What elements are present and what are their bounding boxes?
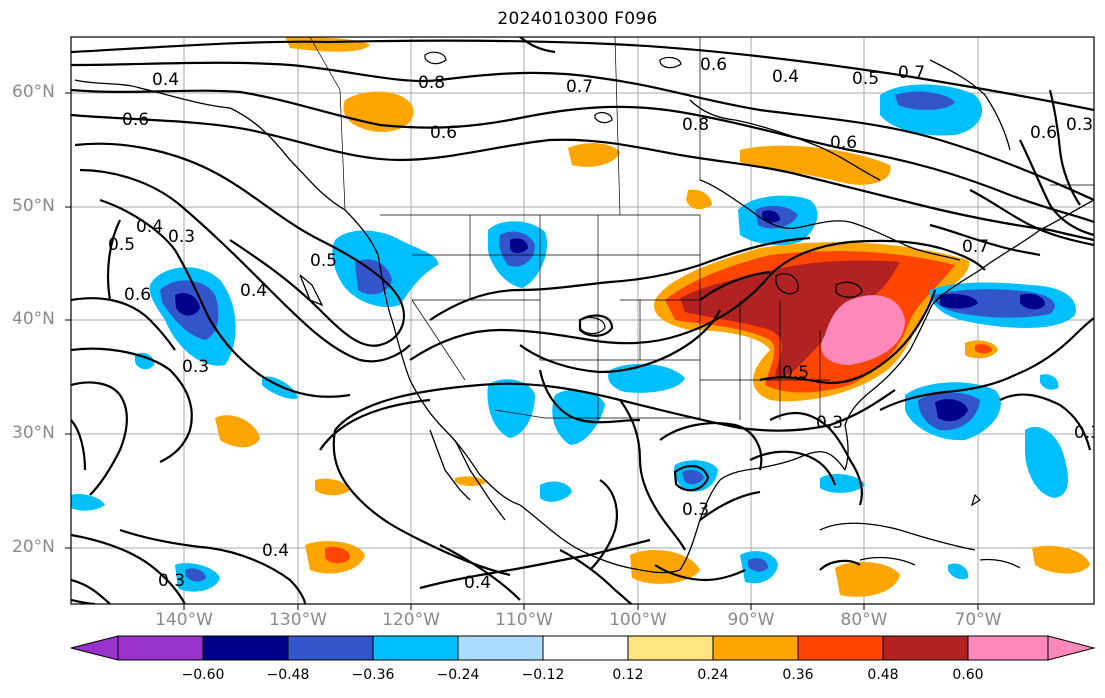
colorbar-tick-label: 0.36 bbox=[782, 667, 814, 683]
colorbar-bin bbox=[542, 635, 629, 661]
colorbar-bin bbox=[287, 635, 374, 661]
lat-label: 20°N bbox=[12, 537, 55, 557]
contour-label: 0.4 bbox=[262, 541, 289, 561]
colorbar-tick-label: 0.48 bbox=[867, 667, 899, 683]
lat-label: 40°N bbox=[12, 309, 55, 329]
contour-label: 0.3 bbox=[682, 500, 709, 520]
colorbar-extend-high bbox=[1047, 635, 1096, 661]
lon-label: 140°W bbox=[155, 610, 213, 630]
coastlines bbox=[74, 59, 1094, 574]
contour-label: 0.8 bbox=[418, 73, 445, 93]
colorbar-bin bbox=[797, 635, 884, 661]
contour-label: 0.3 bbox=[158, 571, 185, 591]
contour-label: 0.4 bbox=[772, 67, 799, 87]
contour-label: 0.6 bbox=[830, 133, 857, 153]
contour-labels: 0.8 0.7 0.8 0.6 0.4 0.5 0.7 0.6 0.6 0.6 … bbox=[108, 55, 1101, 593]
colorbar-bin bbox=[712, 635, 799, 661]
colorbar-tick-label: 0.60 bbox=[952, 667, 984, 683]
colorbar-bin bbox=[372, 635, 459, 661]
contour-label: 0.5 bbox=[782, 363, 809, 383]
contour-label: 0.6 bbox=[700, 55, 727, 75]
contour-label: 0.8 bbox=[682, 115, 709, 135]
colorbar-bin bbox=[967, 635, 1049, 661]
axis-ticks bbox=[65, 92, 979, 610]
lon-label: 100°W bbox=[609, 610, 667, 630]
lakes-islands bbox=[424, 51, 981, 507]
contour-label: 0.5 bbox=[108, 235, 135, 255]
contour-label: 0.3 bbox=[1066, 115, 1093, 135]
contour-label: 0.6 bbox=[430, 123, 457, 143]
colorbar-tick-label: −0.12 bbox=[521, 667, 565, 683]
contour-label: 0.4 bbox=[136, 217, 163, 237]
contour-label: 0.7 bbox=[898, 63, 925, 83]
colorbar-tick-label: 0.24 bbox=[697, 667, 729, 683]
political-borders bbox=[309, 37, 1094, 420]
lat-label: 30°N bbox=[12, 423, 55, 443]
contour-label: 0.7 bbox=[566, 77, 593, 97]
colorbar-tick-label: −0.60 bbox=[181, 667, 225, 683]
contour-lines bbox=[71, 37, 1094, 604]
contour-label: 0.5 bbox=[310, 251, 337, 271]
lon-label: 120°W bbox=[382, 610, 440, 630]
lon-label: 80°W bbox=[840, 610, 888, 630]
lon-label: 130°W bbox=[269, 610, 327, 630]
lon-label: 110°W bbox=[495, 610, 553, 630]
contour-label: 0.4 bbox=[152, 70, 179, 90]
colorbar-bin bbox=[117, 635, 204, 661]
colorbar-extend-low bbox=[70, 635, 119, 661]
colorbar-bin bbox=[882, 635, 969, 661]
contour-label: 0.6 bbox=[124, 285, 151, 305]
lat-label: 50°N bbox=[12, 196, 55, 216]
contour-label: 0.7 bbox=[962, 237, 989, 257]
map-title: 2024010300 F096 bbox=[497, 9, 658, 29]
contour-label: 0.3 bbox=[1074, 423, 1101, 443]
contour-label: 0.4 bbox=[464, 573, 491, 593]
contour-label: 0.6 bbox=[122, 110, 149, 130]
colorbar-bin bbox=[202, 635, 289, 661]
colorbar-tick-label: −0.48 bbox=[266, 667, 310, 683]
contour-label: 0.6 bbox=[1030, 123, 1057, 143]
contour-label: 0.5 bbox=[852, 69, 879, 89]
contour-label: 0.3 bbox=[168, 227, 195, 247]
contour-label: 0.4 bbox=[240, 281, 267, 301]
colorbar-tick-label: −0.36 bbox=[351, 667, 395, 683]
lat-label: 60°N bbox=[12, 82, 55, 102]
contour-label: 0.3 bbox=[182, 357, 209, 377]
colorbar-tick-label: −0.24 bbox=[436, 667, 480, 683]
contour-label: 0.3 bbox=[816, 413, 843, 433]
map-area: 0.8 0.7 0.8 0.6 0.4 0.5 0.7 0.6 0.6 0.6 … bbox=[71, 37, 1101, 604]
colorbar-bin bbox=[627, 635, 714, 661]
colorbar-bin bbox=[457, 635, 544, 661]
colorbar bbox=[70, 635, 1096, 661]
lon-label: 70°W bbox=[954, 610, 1002, 630]
lon-label: 90°W bbox=[727, 610, 775, 630]
colorbar-tick-label: 0.12 bbox=[612, 667, 644, 683]
